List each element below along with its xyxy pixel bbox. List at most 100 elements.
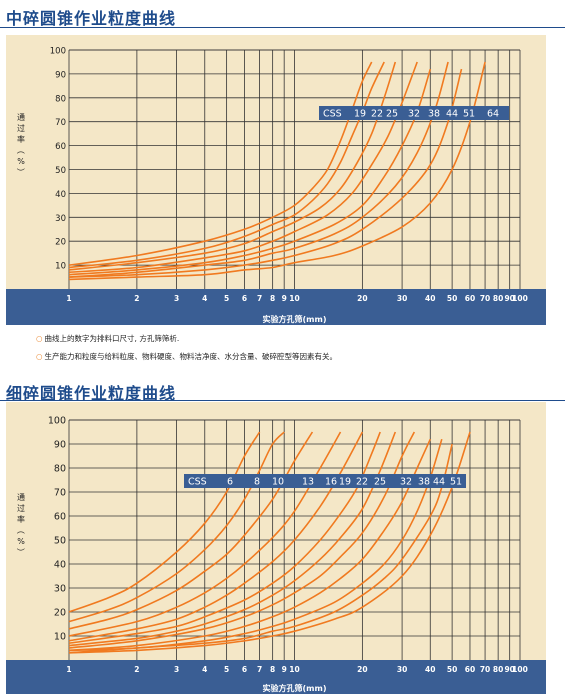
x-tick-label: 9 [282,665,287,674]
y-axis-label: 通 [17,112,25,122]
css-legend-value: 19 [354,109,366,120]
css-legend-value: 22 [371,109,383,120]
y-axis-label: （ [16,526,25,534]
note-text: 曲线上的数字为排料口尺寸, 方孔筛筛析. [44,334,180,343]
note-item: ○ 曲线上的数字为排料口尺寸, 方孔筛筛析. [36,334,180,343]
curve-css-25 [68,431,416,649]
y-axis-label: ） [16,548,25,556]
x-tick-label: 2 [134,665,139,674]
y-axis-label: 率 [17,134,25,144]
curve-css-22 [68,431,397,647]
css-legend-value: 25 [374,477,386,488]
curve-css-44 [68,443,453,654]
x-tick-label: 20 [357,294,367,303]
y-tick-label: 80 [55,94,66,104]
css-legend-value: 10 [272,477,284,488]
x-tick-label: 50 [447,665,457,674]
curve-css-6 [68,431,261,613]
plot-background [6,402,546,660]
css-legend-value: 44 [446,109,458,120]
css-legend-value: 38 [418,477,430,488]
curve-css-51 [68,431,471,654]
y-tick-label: 20 [55,238,66,248]
css-legend-value: 51 [450,477,462,488]
css-legend-box [319,106,509,120]
x-tick-label: 5 [224,665,229,674]
css-legend-value: 6 [227,477,233,488]
x-tick-label: 5 [224,294,229,303]
css-legend: CSS 6 8 10 13 16 19 22 25 32 38 44 51 [184,474,466,488]
y-axis-label: 过 [17,503,25,513]
curve-css-64 [68,61,486,281]
x-tick-label: 40 [425,665,435,674]
css-legend-value: 32 [408,109,420,120]
curve-css-25 [68,61,397,271]
x-tick-label: 4 [202,665,207,674]
y-tick-label: 40 [55,190,66,200]
x-tick-label: 6 [242,294,247,303]
y-tick-label: 100 [48,416,66,427]
curve-css-32 [68,438,432,652]
curve-css-13 [68,431,342,637]
curve-css-32 [68,61,418,274]
x-axis-label: 实验方孔筛(mm) [263,683,327,693]
x-tick-label: 4 [202,294,207,303]
x-tick-label: 20 [357,665,367,674]
y-axis-label: （ [16,146,25,154]
x-tick-label: 100 [512,665,528,674]
y-tick-label: 10 [55,262,66,272]
curve-css-38 [68,438,443,652]
css-legend-value: 13 [302,477,314,488]
x-tick-label: 80 [493,294,503,303]
css-legend-prefix: CSS [323,109,342,120]
notes: ○ 曲线上的数字为排料口尺寸, 方孔筛筛析. ○ 生产能力和粒度与给料粒度、物料硬度… [36,330,337,366]
x-tick-label: 70 [480,294,490,303]
x-tick-label: 30 [397,294,407,303]
css-legend-value: 8 [254,477,260,488]
x-tick-label: 70 [480,665,490,674]
y-axis-label: ） [16,168,25,176]
y-tick-label: 70 [55,118,66,128]
curve-css-44 [68,61,449,278]
css-legend: CSS 19 22 25 32 38 44 51 64 [319,106,509,120]
y-tick-label: 40 [54,560,66,571]
x-tick-label: 10 [289,294,299,303]
x-tick-label: 8 [270,665,275,674]
y-tick-label: 90 [55,70,66,80]
y-tick-label: 30 [54,584,66,595]
x-axis-label: 实验方孔筛(mm) [263,314,327,324]
css-legend-value: 25 [386,109,398,120]
y-tick-label: 50 [55,166,66,176]
y-tick-label: 20 [54,608,66,619]
y-tick-label: 30 [55,214,66,224]
y-tick-label: 70 [54,488,66,499]
chart-title-medium: 中碎圆锥作业粒度曲线 [6,9,177,28]
y-axis-label: 率 [17,514,25,524]
curve-css-38 [68,68,432,276]
x-tick-label: 10 [289,665,299,674]
y-tick-label: 90 [54,440,66,451]
x-tick-label: 7 [257,294,262,303]
x-tick-label: 3 [174,294,179,303]
x-tick-label: 2 [134,294,139,303]
fine-crushing-chart: 1 2 3 4 5 6 7 8 9 10 20 30 40 50 60 70 80 901001020304050… [6,402,546,694]
curve-css-8 [68,431,285,623]
x-tick-label: 60 [465,294,475,303]
x-tick-label: 80 [493,665,503,674]
x-tick-label: 7 [257,665,262,674]
css-legend-value: 32 [400,477,412,488]
x-tick-label: 90 [504,294,514,303]
x-tick-label: 6 [242,665,247,674]
plot-background [6,35,546,289]
css-legend-value: 16 [325,477,337,488]
y-axis-label: 通 [17,492,25,502]
css-legend-value: 64 [487,109,499,120]
curve-css-16 [68,431,364,642]
x-tick-label: 3 [174,665,179,674]
x-tick-label: 30 [397,665,407,674]
css-legend-box [184,474,466,488]
y-axis-label: % [17,157,25,166]
x-tick-label: 8 [270,294,275,303]
x-tick-label: 90 [504,665,514,674]
title-divider [0,27,565,28]
